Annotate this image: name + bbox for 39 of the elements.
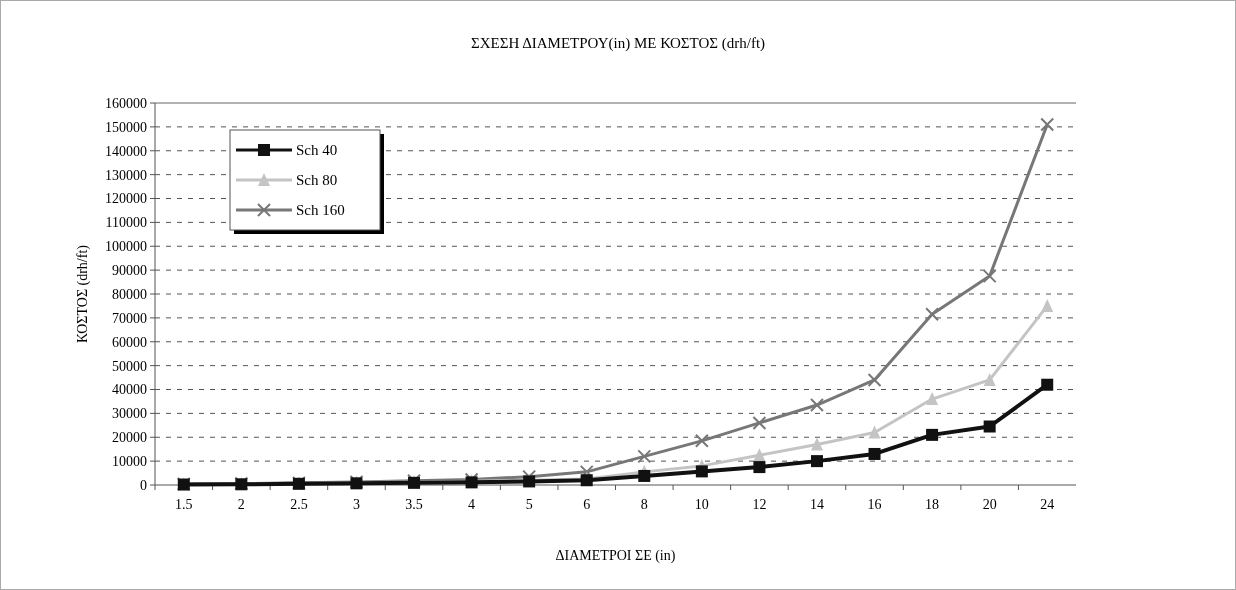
y-tick-label: 120000 [105,191,147,207]
y-tick-label: 160000 [105,95,147,111]
legend-label: Sch 160 [296,202,345,219]
y-tick-label: 50000 [112,358,147,374]
y-tick-label: 100000 [105,239,147,255]
legend-label: Sch 80 [296,172,338,189]
legend-label: Sch 40 [296,142,338,159]
x-tick-label: 2 [237,497,245,512]
x-tick-label: 14 [809,497,824,512]
x-tick-label: 6 [583,497,591,512]
y-tick-label: 40000 [112,382,147,398]
x-tick-label: 16 [867,497,882,512]
x-tick-label: 20 [982,497,997,512]
y-tick-label: 20000 [112,430,147,446]
y-tick-label: 70000 [112,310,147,326]
y-tick-label: 130000 [105,167,147,183]
y-tick-label: 150000 [105,119,147,135]
x-tick-label: 3 [352,497,360,512]
x-axis-title: ΔΙΑΜΕΤΡΟΙ ΣΕ (in) [555,548,676,564]
x-tick-label: 18 [925,497,940,512]
y-tick-label: 80000 [112,286,147,302]
y-tick-label: 30000 [112,406,147,422]
y-tick-label: 60000 [112,334,147,350]
x-tick-label: 2.5 [290,497,308,512]
y-tick-label: 110000 [105,215,147,231]
x-tick-label: 3.5 [405,497,423,512]
y-tick-label: 90000 [112,263,147,279]
x-tick-label: 8 [640,497,648,512]
x-tick-label: 5 [525,497,533,512]
y-tick-label: 0 [140,477,147,493]
x-tick-label: 10 [694,497,709,512]
x-tick-label: 4 [468,497,476,512]
x-tick-label: 24 [1040,497,1055,512]
y-tick-label: 140000 [105,143,147,159]
x-tick-label: 12 [752,497,767,512]
chart-title: ΣΧΕΣΗ ΔΙΑΜΕΤΡΟΥ(in) ΜΕ ΚΟΣΤΟΣ (drh/ft) [470,35,766,52]
y-tick-label: 10000 [112,454,147,470]
x-tick-label: 1.5 [175,497,193,512]
y-axis-title: ΚΟΣΤΟΣ (drh/ft) [75,244,91,343]
